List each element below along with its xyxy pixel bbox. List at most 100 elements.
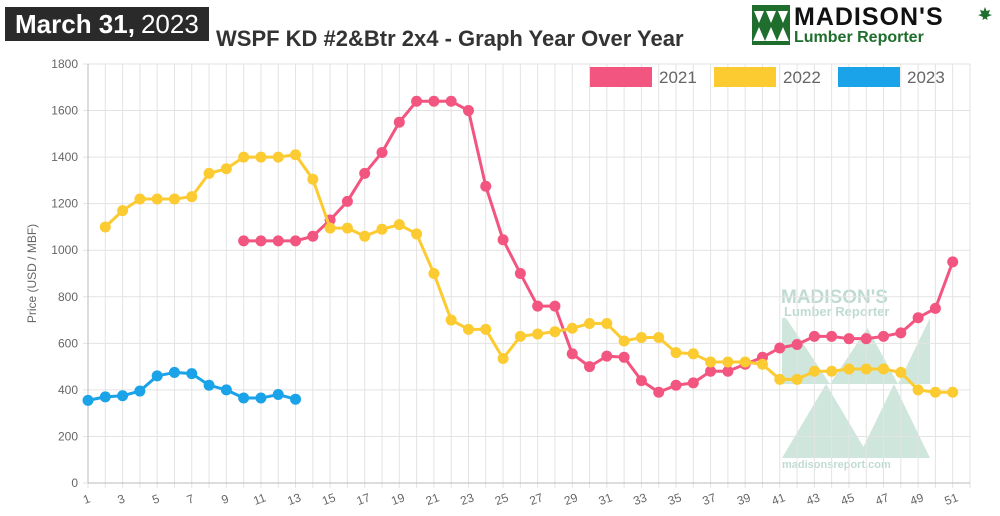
x-tick-label: 1	[81, 491, 92, 507]
data-point	[497, 234, 509, 246]
data-point	[687, 377, 699, 389]
data-point	[151, 370, 163, 382]
x-tick-label: 45	[839, 490, 857, 508]
x-tick-label: 31	[597, 490, 615, 508]
x-tick-label: 19	[389, 490, 407, 508]
data-point	[774, 373, 786, 385]
x-tick-label: 3	[116, 491, 127, 507]
data-point	[445, 314, 457, 326]
data-point	[134, 385, 146, 397]
data-point	[428, 268, 440, 279]
data-point	[324, 222, 336, 234]
data-point	[860, 363, 872, 375]
data-point	[670, 379, 682, 391]
series-2023	[82, 366, 302, 406]
x-tick-label: 11	[251, 490, 268, 508]
data-point	[462, 323, 474, 335]
data-point	[566, 322, 578, 334]
y-tick-label: 200	[58, 429, 78, 443]
series-2022	[99, 149, 959, 398]
y-tick-label: 600	[58, 336, 78, 350]
data-point	[826, 365, 838, 377]
watermark-url: madisonsreport.com	[782, 459, 891, 471]
data-point	[341, 222, 353, 234]
data-point	[238, 392, 250, 404]
data-point	[912, 312, 924, 324]
legend-label: 2022	[783, 68, 821, 87]
data-point	[808, 365, 820, 377]
legend-label: 2021	[659, 68, 697, 87]
data-point	[618, 335, 630, 347]
x-tick-label: 27	[528, 490, 546, 508]
data-point	[584, 318, 596, 330]
data-point	[411, 228, 423, 240]
watermark-triangle	[782, 384, 870, 458]
data-point	[186, 191, 198, 203]
data-point	[134, 193, 146, 205]
data-point	[290, 235, 302, 247]
data-point	[774, 342, 786, 354]
data-point	[272, 389, 284, 401]
legend-swatch	[590, 67, 652, 87]
x-tick-label: 9	[219, 491, 230, 507]
data-point	[341, 195, 353, 207]
data-point	[895, 327, 907, 339]
x-tick-label: 7	[185, 491, 196, 507]
data-point	[584, 361, 596, 373]
data-point	[670, 347, 682, 359]
data-point	[290, 393, 302, 405]
x-tick-label: 21	[424, 490, 442, 508]
data-point	[255, 392, 267, 404]
data-point	[359, 167, 371, 179]
data-point	[238, 151, 250, 163]
data-point	[220, 384, 232, 396]
data-point	[514, 330, 526, 342]
date-year: 2023	[140, 9, 199, 39]
x-tick-label: 33	[631, 490, 649, 508]
x-tick-label: 15	[320, 490, 338, 508]
data-point	[203, 167, 215, 179]
data-point	[445, 95, 457, 107]
x-tick-label: 37	[701, 490, 719, 508]
data-point	[601, 318, 613, 330]
data-point	[290, 149, 302, 161]
data-point	[82, 394, 94, 406]
data-point	[843, 363, 855, 375]
x-tick-label: 43	[804, 490, 822, 508]
x-tick-label: 49	[908, 490, 926, 508]
x-tick-label: 51	[943, 490, 961, 508]
data-point	[532, 300, 544, 312]
data-point	[168, 366, 180, 378]
date-badge: March 31, 2023	[5, 7, 209, 41]
y-tick-label: 1200	[51, 197, 78, 211]
y-tick-label: 800	[58, 290, 78, 304]
data-point	[739, 356, 751, 368]
date-month-day: March 31,	[15, 9, 135, 39]
legend-label: 2023	[907, 68, 945, 87]
data-point	[255, 151, 267, 163]
series-2021	[238, 95, 959, 398]
triangles-logo-icon	[752, 5, 790, 45]
legend-swatch	[838, 67, 900, 87]
data-point	[307, 173, 319, 185]
data-point	[376, 223, 388, 235]
data-point	[843, 333, 855, 345]
x-tick-label: 13	[285, 490, 303, 508]
data-point	[912, 384, 924, 396]
data-point	[480, 323, 492, 335]
data-point	[220, 163, 232, 175]
data-point	[705, 365, 717, 377]
data-point	[601, 350, 613, 362]
data-point	[272, 151, 284, 163]
y-tick-label: 400	[58, 383, 78, 397]
x-tick-label: 29	[562, 490, 580, 508]
data-point	[895, 366, 907, 378]
legend-swatch	[714, 67, 776, 87]
data-point	[393, 116, 405, 128]
data-point	[307, 230, 319, 242]
data-point	[428, 95, 440, 107]
data-point	[117, 390, 129, 402]
maple-leaf-icon	[978, 7, 992, 20]
data-point	[947, 256, 959, 268]
data-point	[99, 391, 111, 403]
